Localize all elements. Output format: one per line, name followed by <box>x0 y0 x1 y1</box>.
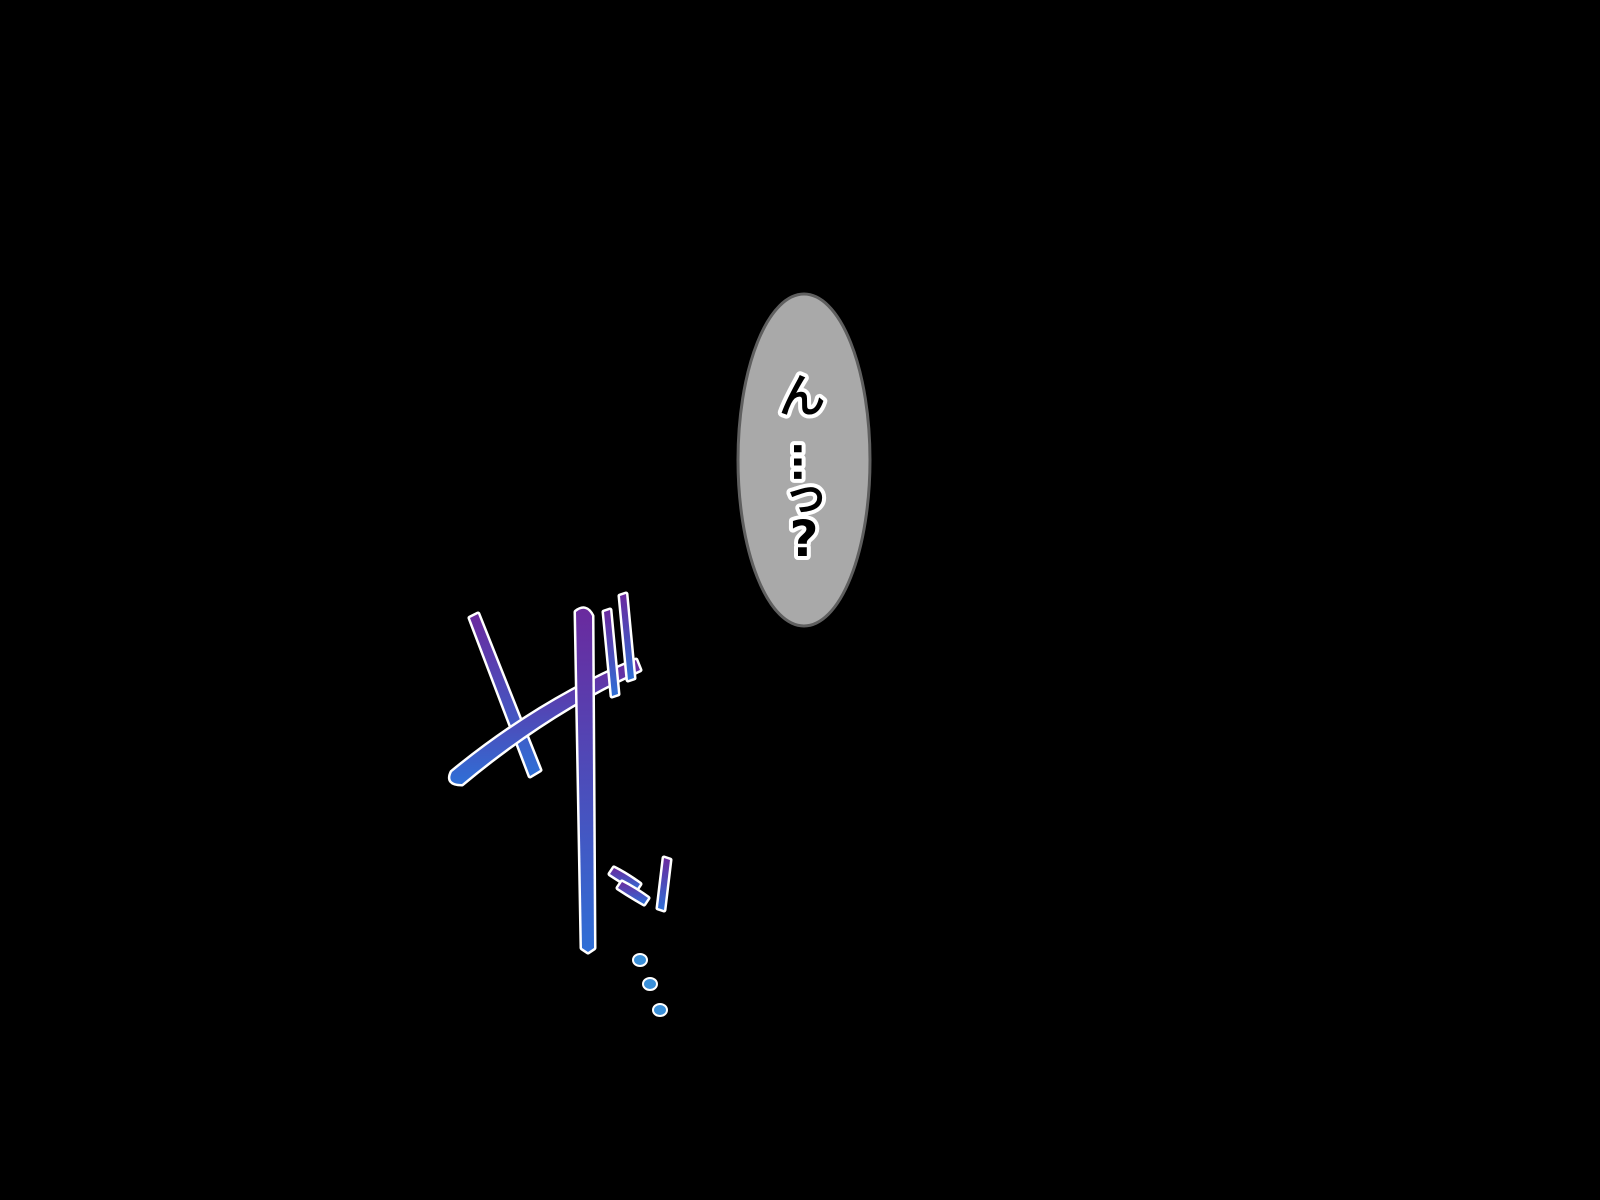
bubble-char-tsu: っ <box>784 470 828 521</box>
sfx-stroke-vertical <box>573 606 597 955</box>
sfx-dot-1 <box>632 953 648 967</box>
sfx-trail-dots <box>632 953 668 1017</box>
sfx-small-stroke-3 <box>655 855 673 913</box>
sfx-small-glyph <box>607 855 673 913</box>
bubble-char-question: ? <box>789 510 818 568</box>
sfx-small-stroke-2 <box>615 879 651 907</box>
sfx-dot-2 <box>642 977 658 991</box>
sfx-main-glyph <box>447 591 643 955</box>
speech-bubble-shape <box>736 292 872 628</box>
sfx-stroke-tick-1 <box>601 607 621 699</box>
sfx-stroke-tick-2 <box>617 591 637 683</box>
bubble-char-n: ん <box>779 369 825 423</box>
speech-bubble-text: ん … っ ? <box>775 365 834 572</box>
bubble-char-ellipsis: … <box>784 442 830 482</box>
sfx-dot-3 <box>652 1003 668 1017</box>
